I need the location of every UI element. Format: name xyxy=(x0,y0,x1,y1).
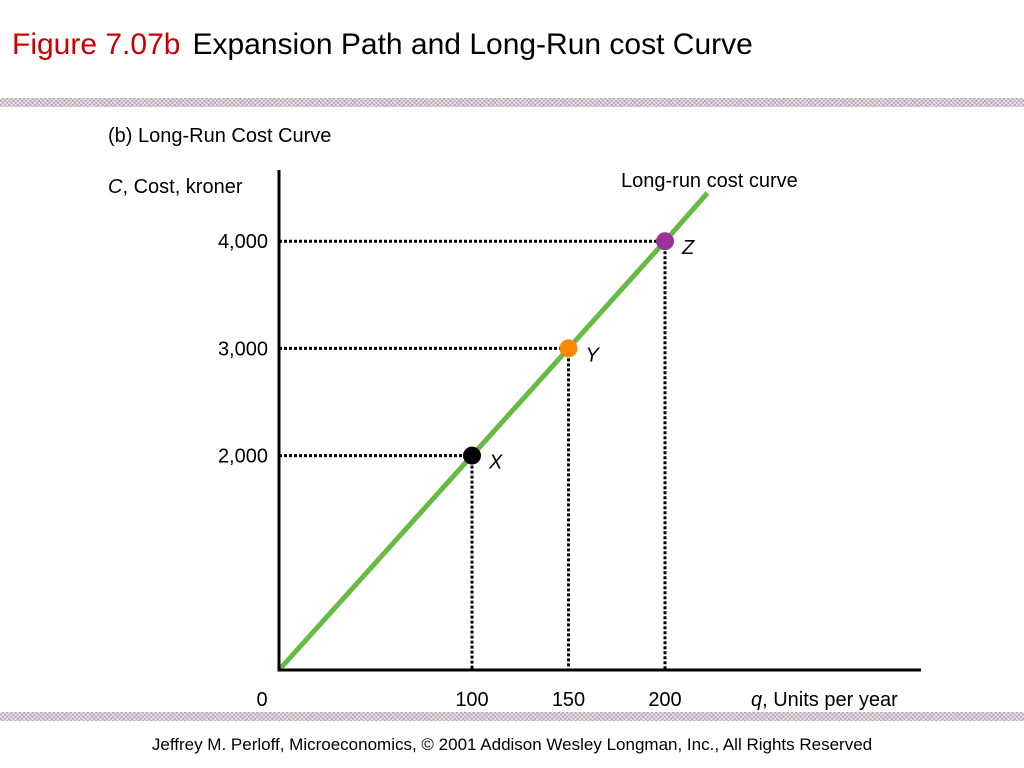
x-tick-label-200: 200 xyxy=(648,689,681,711)
point-label-y: Y xyxy=(586,344,601,366)
chart-title: (b) Long-Run Cost Curve xyxy=(108,125,331,147)
guide-lines xyxy=(279,239,667,670)
x-ticks: 100 150 200 xyxy=(455,689,681,711)
bottom-divider-band xyxy=(0,712,1024,721)
points: X Y Z xyxy=(463,232,695,474)
series-line-0 xyxy=(277,191,710,672)
y-ticks: 2,000 3,000 4,000 xyxy=(218,231,268,467)
point-z xyxy=(656,232,674,251)
point-y xyxy=(559,339,578,358)
x-axis-variable: q xyxy=(751,689,762,711)
cost-curve-group: Long-run cost curve xyxy=(277,170,798,672)
y-axis-variable: C xyxy=(108,176,123,198)
axes xyxy=(277,170,921,672)
figure-title: Expansion Path and Long-Run cost Curve xyxy=(192,28,753,61)
slide-title: Figure 7.07b Expansion Path and Long-Run … xyxy=(12,28,753,62)
y-axis-label-text: , Cost, kroner xyxy=(122,176,242,198)
y-tick-label-4000: 4,000 xyxy=(218,231,268,253)
x-tick-label-100: 100 xyxy=(455,689,488,711)
y-tick-label-2000: 2,000 xyxy=(218,446,268,468)
point-label-x: X xyxy=(488,452,503,474)
x-axis-label-text: , Units per year xyxy=(762,689,898,711)
x-axis-label: q, Units per year xyxy=(751,689,898,711)
top-divider-band xyxy=(0,98,1024,107)
copyright-footer: Jeffrey M. Perloff, Microeconomics, © 20… xyxy=(151,735,873,754)
point-label-z: Z xyxy=(681,237,695,259)
series-label-0: Long-run cost curve xyxy=(621,170,798,192)
y-axis-label: C, Cost, kroner xyxy=(108,176,243,198)
point-x xyxy=(463,446,481,465)
y-tick-label-3000: 3,000 xyxy=(218,338,268,360)
figure-label: Figure 7.07b xyxy=(12,28,181,61)
origin-label: 0 xyxy=(256,689,267,711)
x-tick-label-150: 150 xyxy=(552,689,585,711)
